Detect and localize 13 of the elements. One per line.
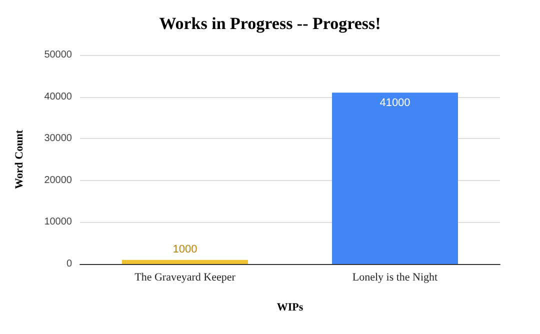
y-tick-label: 40000 bbox=[44, 91, 72, 102]
x-axis-title: WIPs bbox=[276, 302, 304, 314]
x-tick-label: Lonely is the Night bbox=[352, 272, 438, 284]
y-tick-label: 20000 bbox=[44, 174, 72, 186]
y-tick-label: 0 bbox=[66, 258, 72, 270]
y-tick-label: 50000 bbox=[44, 50, 72, 60]
y-tick-label: 30000 bbox=[44, 133, 72, 144]
data-label: 41000 bbox=[380, 97, 410, 110]
data-label: 1000 bbox=[172, 243, 198, 256]
chart-title: Works in Progress -- Progress! bbox=[159, 14, 381, 33]
y-tick-label: 10000 bbox=[44, 216, 72, 228]
y-axis-title: Word Count bbox=[14, 130, 26, 189]
x-tick-label: The Graveyard Keeper bbox=[134, 272, 236, 284]
